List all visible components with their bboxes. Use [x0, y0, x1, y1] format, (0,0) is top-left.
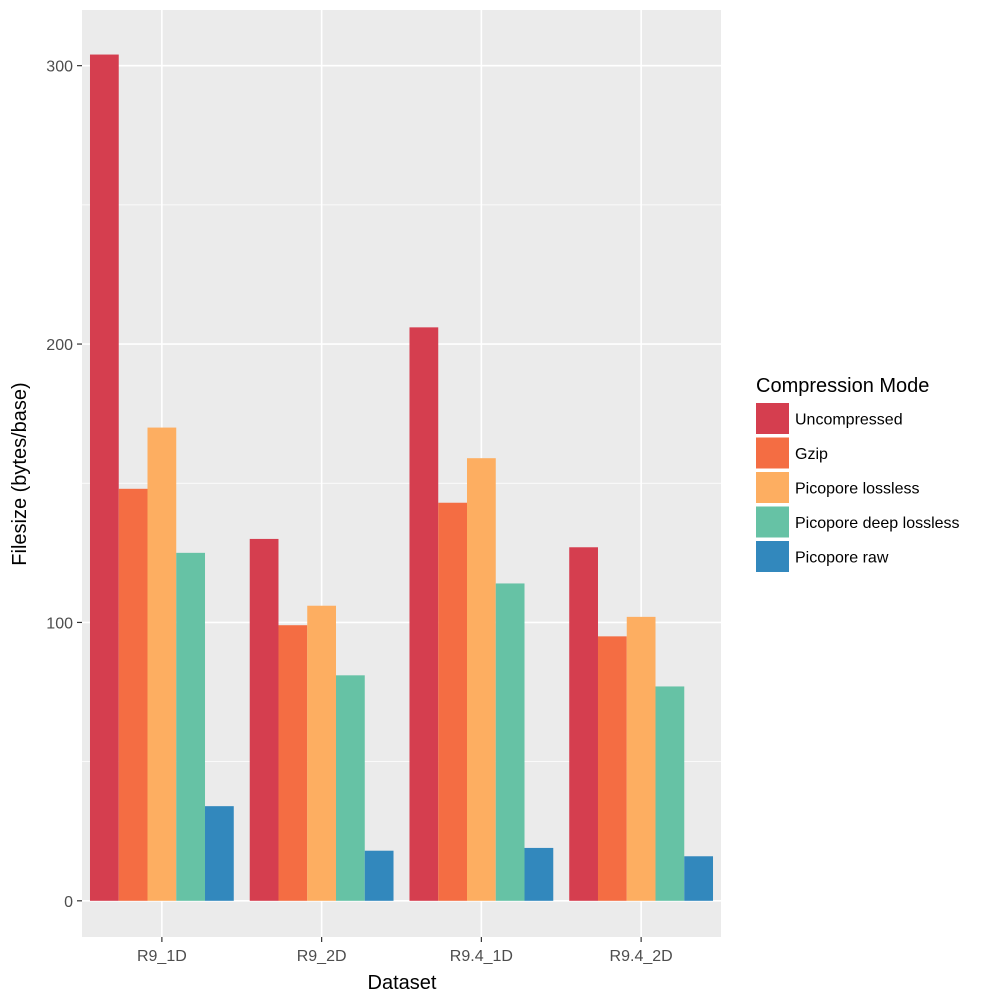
- bar-picopore-lossless: [466, 458, 496, 901]
- x-tick-label: R9_1D: [137, 948, 187, 965]
- bar-picopore-raw: [364, 850, 394, 901]
- legend-label: Picopore lossless: [795, 481, 920, 498]
- legend-label: Uncompressed: [795, 412, 903, 429]
- bar-picopore-deep-lossless: [655, 686, 685, 901]
- y-axis: 0 100 200 300: [46, 59, 82, 911]
- x-tick-label: R9.4_1D: [450, 948, 513, 965]
- bar-picopore-raw: [524, 847, 554, 901]
- bar-picopore-raw: [205, 806, 234, 901]
- bar-picopore-lossless: [626, 616, 656, 901]
- bar-uncompressed: [89, 54, 119, 901]
- bar-picopore-raw: [684, 856, 714, 901]
- y-axis-title: Filesize (bytes/base): [9, 382, 31, 565]
- bar-gzip: [597, 636, 627, 901]
- y-tick-label: 300: [46, 59, 73, 76]
- bar-gzip: [438, 502, 467, 901]
- bar-gzip: [118, 488, 148, 901]
- bar-gzip: [278, 625, 308, 901]
- legend-key: [756, 437, 789, 469]
- bar-picopore-deep-lossless: [495, 583, 525, 901]
- bar-picopore-deep-lossless: [336, 675, 365, 901]
- legend-key: [756, 403, 789, 434]
- bar-uncompressed: [569, 547, 598, 901]
- x-axis: R9_1D R9_2D R9.4_1D R9.4_2D: [137, 937, 673, 965]
- y-tick-label: 200: [46, 337, 73, 354]
- legend-key: [756, 506, 789, 538]
- x-axis-title: Dataset: [368, 972, 437, 994]
- legend-title: Compression Mode: [756, 375, 929, 397]
- bars: [89, 54, 714, 901]
- bar-picopore-lossless: [307, 605, 337, 901]
- legend-label: Picopore deep lossless: [795, 515, 960, 532]
- bar-picopore-deep-lossless: [176, 552, 206, 901]
- legend-key: [756, 541, 789, 572]
- y-tick-label: 0: [64, 894, 73, 911]
- legend-label: Gzip: [795, 446, 828, 463]
- legend: Compression Mode Uncompressed Gzip Picopor…: [756, 375, 960, 572]
- bar-picopore-lossless: [147, 427, 177, 901]
- legend-key: [756, 472, 789, 503]
- legend-label: Picopore raw: [795, 550, 889, 567]
- y-tick-label: 100: [46, 615, 73, 632]
- bar-uncompressed: [249, 538, 279, 901]
- x-tick-label: R9.4_2D: [610, 948, 673, 965]
- bar-uncompressed: [409, 327, 439, 901]
- x-tick-label: R9_2D: [297, 948, 347, 965]
